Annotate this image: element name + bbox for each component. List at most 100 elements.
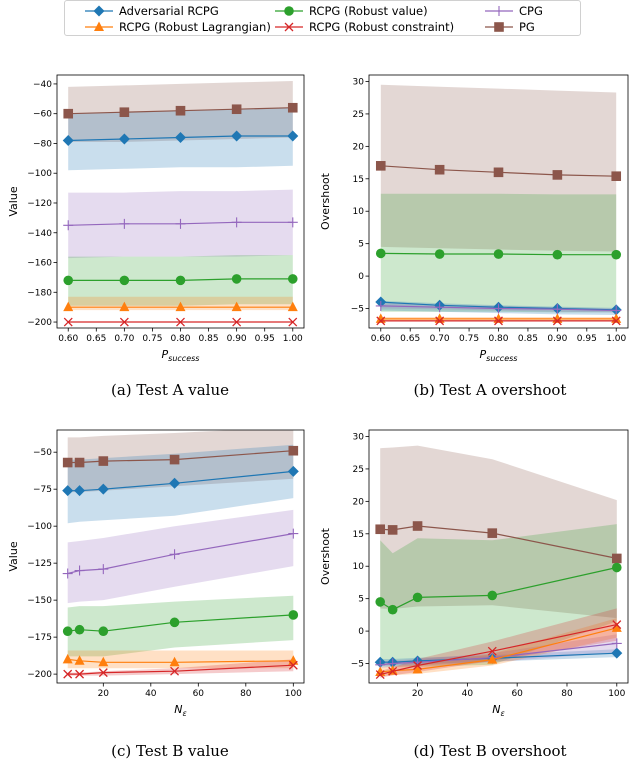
point-rcpg-robust-lagrangian xyxy=(98,656,109,667)
legend-marker-cpg xyxy=(494,6,504,16)
point-cpg xyxy=(74,565,85,576)
band-rcpg-robust-constraint xyxy=(67,659,294,676)
caption-c: (c) Test B value xyxy=(111,742,229,760)
point-adversarial-rcpg xyxy=(62,485,74,497)
point-pg xyxy=(74,457,85,468)
point-rcpg-robust-constraint xyxy=(288,317,298,327)
point-rcpg-robust-constraint xyxy=(232,317,242,327)
y-tick-label: −100 xyxy=(27,169,52,179)
point-rcpg-robust-constraint xyxy=(288,660,298,670)
series-lines xyxy=(62,102,299,327)
x-tick-label: 0.95 xyxy=(577,334,597,344)
point-cpg xyxy=(231,217,242,228)
point-cpg xyxy=(169,549,180,560)
series-lines xyxy=(62,445,299,679)
point-rcpg-robust-lagrangian xyxy=(231,301,242,312)
point-rcpg-robust-value xyxy=(169,617,180,628)
point-rcpg-robust-lagrangian xyxy=(74,655,85,665)
x-tick-label: 0.65 xyxy=(86,334,106,344)
x-tick-label: 0.85 xyxy=(518,334,538,344)
caption-a: (a) Test A value xyxy=(111,381,229,399)
point-pg xyxy=(63,108,74,119)
point-pg xyxy=(434,164,445,175)
point-rcpg-robust-lagrangian xyxy=(62,653,73,664)
x-tick-label: 80 xyxy=(240,689,252,699)
x-tick-label: 40 xyxy=(145,689,157,699)
point-pg xyxy=(175,105,186,116)
point-cpg xyxy=(611,638,622,649)
legend-label: Adversarial RCPG xyxy=(119,4,219,18)
legend-label: PG xyxy=(519,20,535,34)
y-tick-label: 30 xyxy=(353,77,365,87)
x-tick-label: 0.70 xyxy=(114,334,134,344)
point-pg xyxy=(62,457,73,468)
point-cpg xyxy=(434,302,445,313)
y-tick-label: −50 xyxy=(33,448,52,458)
point-rcpg-robust-value xyxy=(387,604,398,615)
band-cpg xyxy=(67,509,294,604)
point-rcpg-robust-constraint xyxy=(170,666,180,676)
x-tick-label: 0.75 xyxy=(459,334,479,344)
point-adversarial-rcpg xyxy=(175,132,186,144)
band-rcpg-robust-lagrangian xyxy=(67,650,294,669)
point-pg xyxy=(231,104,242,115)
legend-label: CPG xyxy=(519,4,543,18)
point-rcpg-robust-constraint xyxy=(98,668,108,678)
y-tick-label: −60 xyxy=(33,110,52,120)
bands xyxy=(380,445,617,678)
point-rcpg-robust-value xyxy=(611,562,622,573)
point-rcpg-robust-constraint xyxy=(413,661,423,670)
y-tick-label: 20 xyxy=(353,497,365,507)
point-cpg xyxy=(288,528,299,539)
point-pg xyxy=(387,525,398,535)
point-cpg xyxy=(175,218,186,229)
point-rcpg-robust-constraint xyxy=(63,669,73,679)
legend-label: RCPG (Robust value) xyxy=(309,4,428,18)
y-axis-label: Value xyxy=(7,186,20,216)
series-lines xyxy=(375,161,622,326)
x-tick-label: 60 xyxy=(511,689,523,699)
point-rcpg-robust-value xyxy=(119,275,130,286)
y-tick-label: −120 xyxy=(27,199,52,209)
point-rcpg-robust-value xyxy=(552,249,563,260)
point-rcpg-robust-value xyxy=(62,626,73,637)
point-adversarial-rcpg xyxy=(97,483,109,495)
point-adversarial-rcpg xyxy=(287,465,299,477)
point-cpg xyxy=(375,300,386,311)
y-tick-label: 30 xyxy=(353,432,365,442)
band-rcpg-robust-value xyxy=(380,524,617,667)
x-tick-label: 0.90 xyxy=(547,334,567,344)
bands xyxy=(380,84,617,322)
point-rcpg-robust-constraint xyxy=(552,316,562,326)
point-rcpg-robust-value xyxy=(375,597,386,607)
point-rcpg-robust-value xyxy=(63,275,74,286)
x-tick-label: 0.80 xyxy=(488,334,508,344)
point-cpg xyxy=(287,217,298,228)
point-rcpg-robust-lagrangian xyxy=(412,663,423,674)
point-pg xyxy=(487,528,498,538)
point-rcpg-robust-constraint xyxy=(487,646,497,656)
point-adversarial-rcpg xyxy=(169,477,181,489)
legend: Adversarial RCPG RCPG (Robust value) CPG RC… xyxy=(64,0,581,36)
caption-d: (d) Test B overshoot xyxy=(413,742,567,760)
chart-test-a-overshoot: 0.60 0.65 0.70 0.75 0.80 0.85 0.90 0.95 1.00 −5 0 5… xyxy=(319,70,644,374)
point-pg xyxy=(552,170,563,180)
x-tick-label: 0.85 xyxy=(199,334,219,344)
y-tick-label: 10 xyxy=(353,562,365,572)
axes-frame xyxy=(56,429,305,684)
y-tick-label: −180 xyxy=(27,288,52,298)
point-rcpg-robust-value xyxy=(175,275,186,286)
y-tick-label: 20 xyxy=(353,142,365,152)
point-pg xyxy=(287,102,298,113)
y-tick-label: 15 xyxy=(353,530,364,540)
y-tick-label: −100 xyxy=(27,522,52,532)
point-pg xyxy=(611,171,622,181)
point-cpg xyxy=(119,218,130,229)
x-tick-label: 80 xyxy=(561,689,573,699)
point-rcpg-robust-constraint xyxy=(494,316,503,326)
series-lines xyxy=(374,521,623,680)
point-rcpg-robust-constraint xyxy=(119,317,129,327)
point-pg xyxy=(288,445,299,456)
x-tick-label: 0.80 xyxy=(170,334,190,344)
y-axis-label: Value xyxy=(7,541,20,571)
